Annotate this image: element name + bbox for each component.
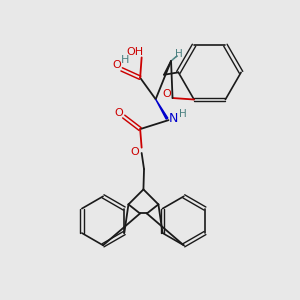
Text: O: O [112, 60, 121, 70]
Text: OH: OH [127, 47, 144, 57]
Polygon shape [156, 99, 168, 119]
Text: H: H [175, 50, 183, 59]
Text: O: O [163, 89, 172, 99]
Text: H: H [179, 110, 186, 119]
Text: O: O [115, 108, 123, 118]
Text: O: O [131, 147, 140, 157]
Text: H: H [120, 56, 129, 65]
Text: N: N [169, 112, 178, 125]
